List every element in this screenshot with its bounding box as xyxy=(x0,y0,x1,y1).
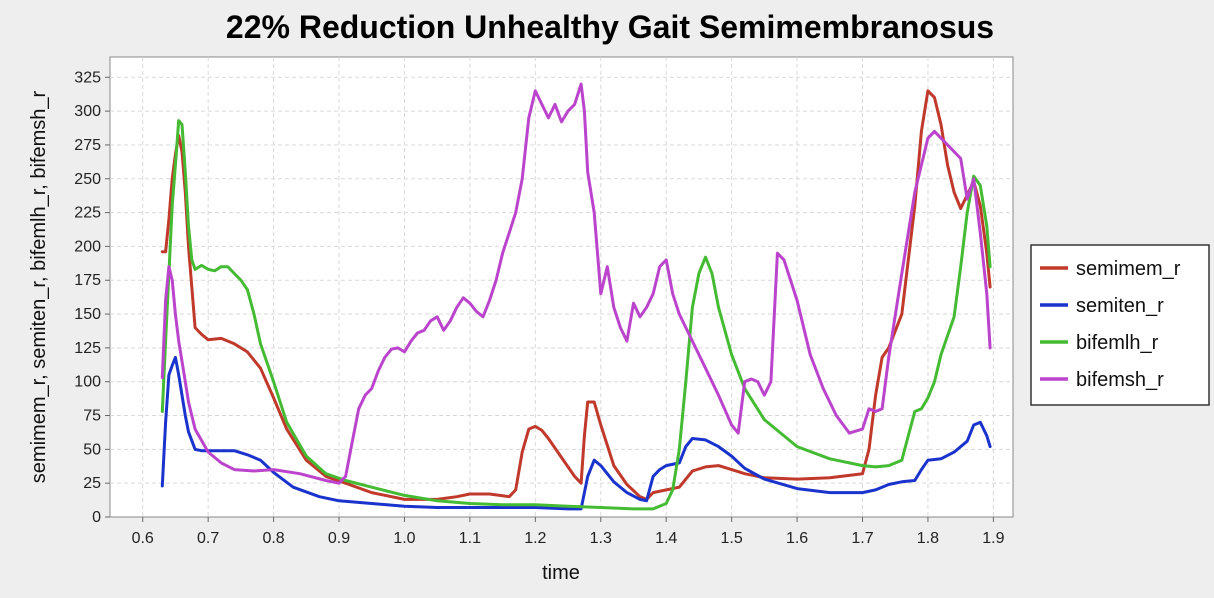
x-tick-label: 0.9 xyxy=(328,530,350,547)
y-tick-label: 300 xyxy=(74,103,101,120)
x-tick-label: 1.7 xyxy=(851,530,873,547)
y-tick-label: 225 xyxy=(74,205,101,222)
series-lines xyxy=(160,82,992,511)
y-tick-label: 200 xyxy=(74,238,101,255)
legend-label-semimem-r: semimem_r xyxy=(1076,258,1181,280)
y-tick-label: 150 xyxy=(74,306,101,323)
x-tick-label: 1.0 xyxy=(393,530,415,547)
x-tick-label: 1.6 xyxy=(786,530,808,547)
y-axis-label: semimem_r, semiten_r, bifemlh_r, bifemsh… xyxy=(28,90,50,483)
x-tick-label: 1.4 xyxy=(655,530,677,547)
y-tick-label: 25 xyxy=(83,475,101,492)
y-tick-label: 275 xyxy=(74,137,101,154)
y-tick-label: 0 xyxy=(92,509,101,526)
chart-title: 22% Reduction Unhealthy Gait Semimembran… xyxy=(226,9,994,45)
y-tick-label: 75 xyxy=(83,408,101,425)
x-tick-label: 1.5 xyxy=(721,530,743,547)
x-tick-label: 1.8 xyxy=(917,530,939,547)
x-tick-label: 1.2 xyxy=(524,530,546,547)
x-axis-label: time xyxy=(542,562,580,584)
series-line-semimem-r xyxy=(160,89,992,501)
y-tick-label: 325 xyxy=(74,69,101,86)
y-tick-label: 50 xyxy=(83,441,101,458)
series-line-bifemlh-r xyxy=(160,119,992,511)
x-tick-label: 0.8 xyxy=(262,530,284,547)
plot-area xyxy=(109,56,1014,518)
y-tick-label: 100 xyxy=(74,374,101,391)
legend: semimem_r semiten_r bifemlh_r bifemsh_r xyxy=(1030,244,1210,406)
legend-label-semiten-r: semiten_r xyxy=(1076,295,1164,317)
series-line-bifemsh-r xyxy=(160,82,992,485)
x-tick-label: 1.3 xyxy=(590,530,612,547)
legend-label-bifemsh-r: bifemsh_r xyxy=(1076,369,1164,391)
x-tick-label: 1.1 xyxy=(459,530,481,547)
x-tick-label: 0.7 xyxy=(197,530,219,547)
x-tick-label: 0.6 xyxy=(132,530,154,547)
legend-label-bifemlh-r: bifemlh_r xyxy=(1076,332,1159,354)
grid-lines xyxy=(110,57,1013,517)
y-tick-label: 175 xyxy=(74,272,101,289)
y-tick-label: 125 xyxy=(74,340,101,357)
x-tick-label: 1.9 xyxy=(982,530,1004,547)
series-line-semiten-r xyxy=(160,355,992,511)
axes: 0 25 50 75 100 125 150 175 200 225 250 275 300 325 0.6… xyxy=(74,69,1004,547)
y-tick-label: 250 xyxy=(74,171,101,188)
